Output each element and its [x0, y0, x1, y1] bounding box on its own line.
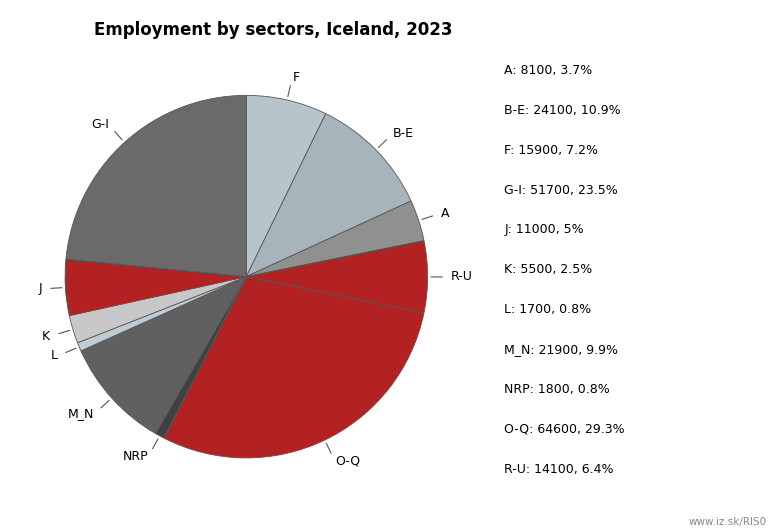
Text: F: F — [292, 71, 300, 84]
Text: O-Q: O-Q — [335, 455, 360, 468]
Text: L: L — [51, 350, 57, 362]
Text: O-Q: 64600, 29.3%: O-Q: 64600, 29.3% — [504, 423, 625, 436]
Text: J: 11000, 5%: J: 11000, 5% — [504, 223, 584, 236]
Text: M_N: M_N — [68, 408, 95, 420]
Text: K: K — [42, 330, 50, 343]
Text: NRP: NRP — [123, 450, 149, 463]
Text: A: A — [441, 206, 450, 220]
Text: L: 1700, 0.8%: L: 1700, 0.8% — [504, 303, 591, 316]
Wedge shape — [163, 277, 424, 458]
Text: G-I: 51700, 23.5%: G-I: 51700, 23.5% — [504, 184, 618, 196]
Wedge shape — [246, 201, 424, 277]
Text: A: 8100, 3.7%: A: 8100, 3.7% — [504, 64, 593, 77]
Text: K: 5500, 2.5%: K: 5500, 2.5% — [504, 263, 593, 276]
Wedge shape — [246, 114, 411, 277]
Text: B-E: 24100, 10.9%: B-E: 24100, 10.9% — [504, 104, 621, 117]
Text: J: J — [38, 282, 42, 295]
Text: R-U: 14100, 6.4%: R-U: 14100, 6.4% — [504, 463, 614, 476]
Wedge shape — [156, 277, 246, 438]
Text: www.iz.sk/RIS0: www.iz.sk/RIS0 — [688, 517, 766, 527]
Text: F: 15900, 7.2%: F: 15900, 7.2% — [504, 144, 598, 156]
Text: Employment by sectors, Iceland, 2023: Employment by sectors, Iceland, 2023 — [95, 21, 453, 39]
Wedge shape — [66, 95, 246, 277]
Wedge shape — [70, 277, 246, 343]
Text: B-E: B-E — [393, 127, 414, 140]
Wedge shape — [77, 277, 246, 351]
Text: R-U: R-U — [451, 270, 473, 284]
Text: NRP: 1800, 0.8%: NRP: 1800, 0.8% — [504, 383, 610, 396]
Wedge shape — [81, 277, 246, 434]
Text: G-I: G-I — [91, 119, 109, 131]
Wedge shape — [246, 240, 428, 313]
Text: M_N: 21900, 9.9%: M_N: 21900, 9.9% — [504, 343, 619, 356]
Wedge shape — [65, 259, 246, 315]
Wedge shape — [246, 95, 326, 277]
